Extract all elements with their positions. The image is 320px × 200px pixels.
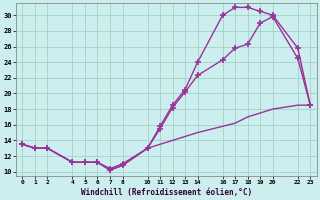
X-axis label: Windchill (Refroidissement éolien,°C): Windchill (Refroidissement éolien,°C)	[81, 188, 252, 197]
